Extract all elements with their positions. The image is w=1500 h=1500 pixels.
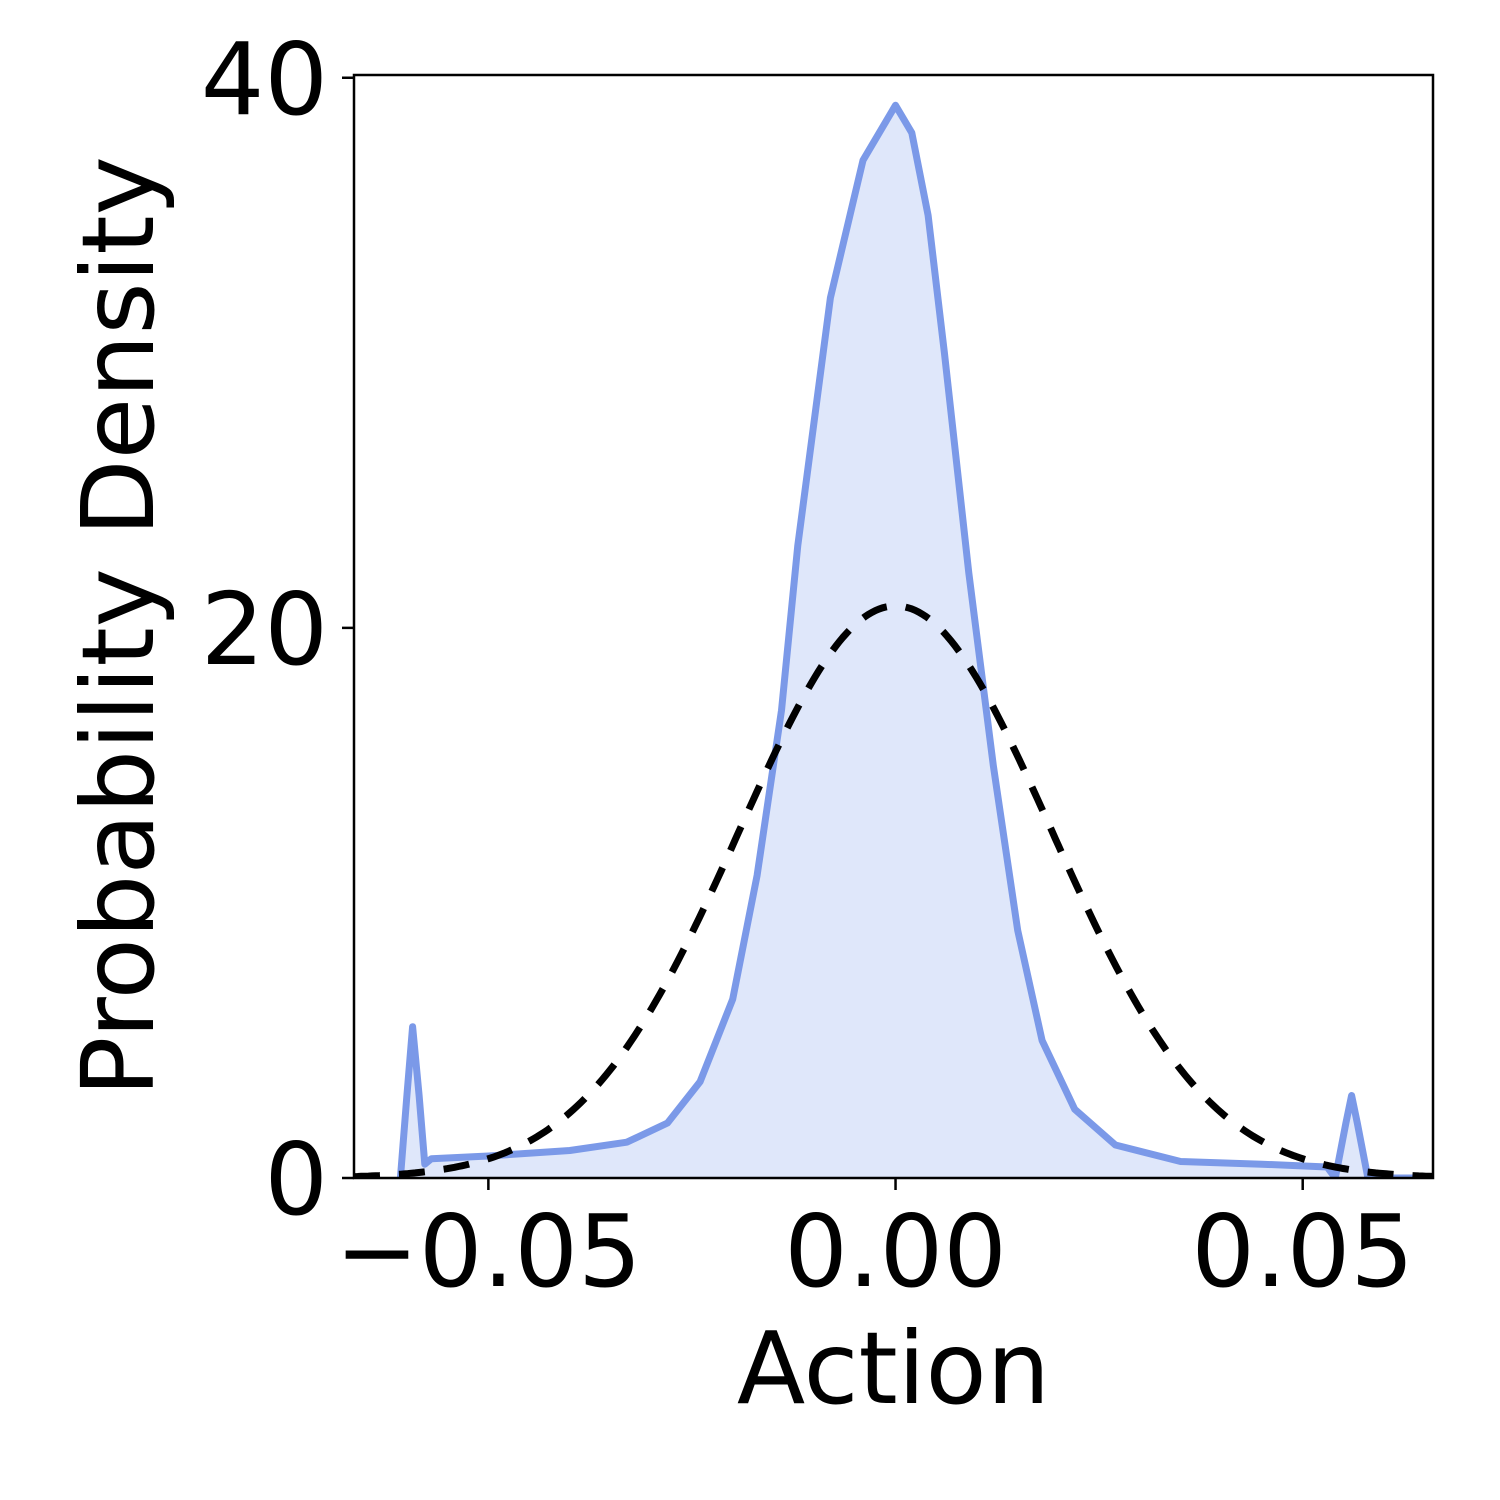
x-tick-label: −0.05 xyxy=(335,1193,641,1310)
density-fill xyxy=(400,105,1425,1178)
axis-ticks: −0.05 0.00 0.05 0 20 40 xyxy=(201,21,1414,1310)
plot-area xyxy=(354,101,1433,1178)
normal-fit-line xyxy=(354,602,1433,1178)
x-axis-label: Action xyxy=(737,1310,1050,1427)
x-tick-label: 0.00 xyxy=(784,1193,1007,1310)
y-tick-label: 20 xyxy=(201,571,328,688)
y-tick-label: 40 xyxy=(201,21,328,138)
x-tick-label: 0.05 xyxy=(1191,1193,1414,1310)
plot-frame xyxy=(352,73,1435,1180)
y-axis-label: Probability Density xyxy=(60,156,177,1097)
y-tick-label: 0 xyxy=(264,1121,328,1238)
